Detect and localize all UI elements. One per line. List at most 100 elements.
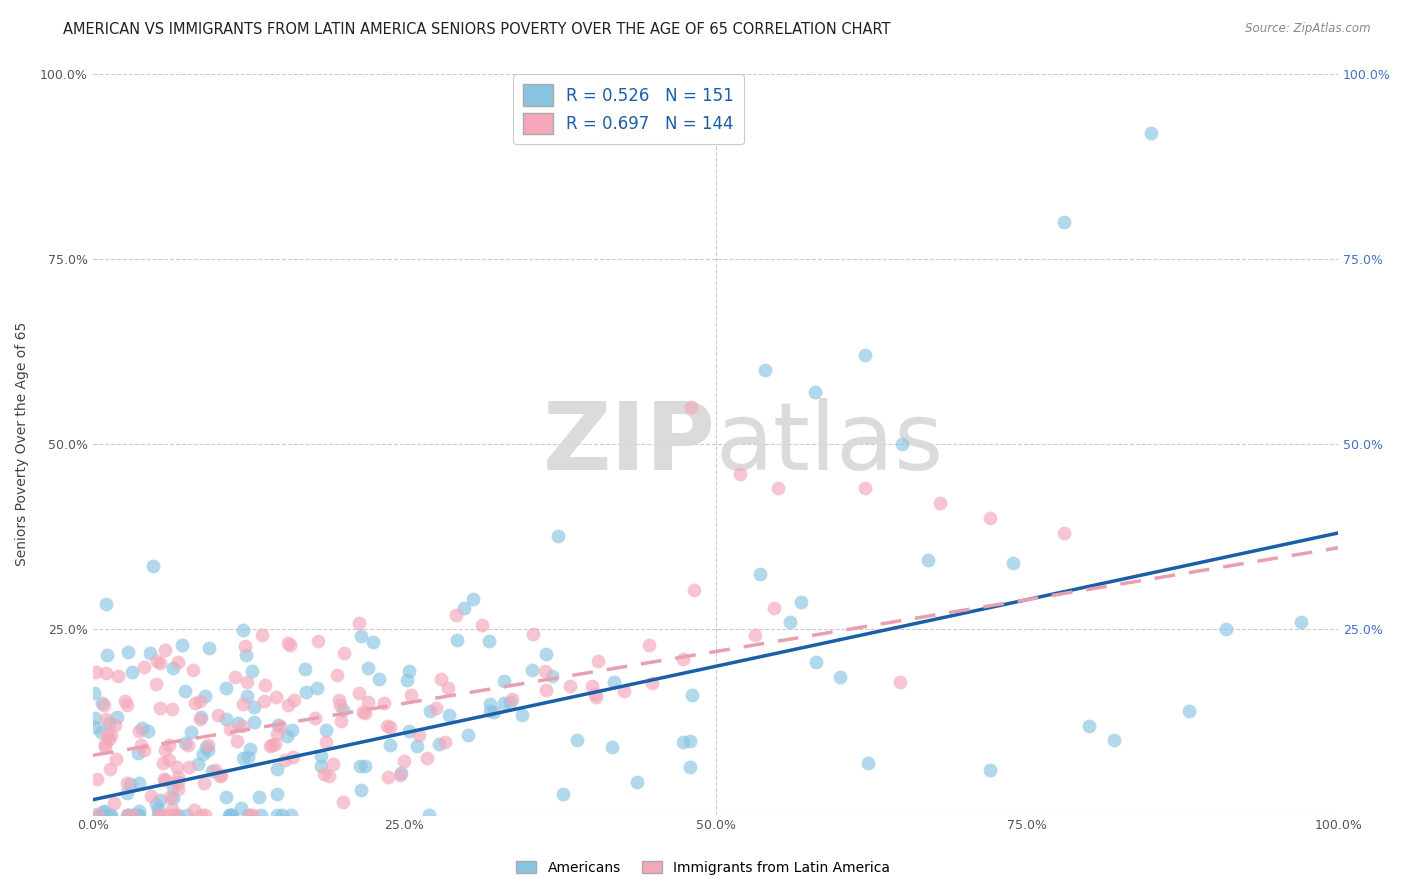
- Point: [153, 807, 176, 822]
- Point: [83, 711, 105, 725]
- Point: [679, 733, 702, 747]
- Point: [361, 635, 384, 649]
- Point: [1053, 215, 1076, 229]
- Point: [357, 695, 380, 709]
- Point: [536, 682, 558, 697]
- Point: [478, 634, 501, 648]
- Point: [91, 805, 114, 820]
- Point: [127, 746, 149, 760]
- Point: [492, 696, 515, 710]
- Point: [672, 735, 695, 749]
- Point: [388, 768, 411, 782]
- Point: [105, 710, 128, 724]
- Point: [253, 693, 276, 707]
- Point: [96, 727, 118, 741]
- Point: [121, 665, 143, 679]
- Point: [378, 738, 401, 752]
- Point: [613, 683, 636, 698]
- Point: [146, 654, 169, 668]
- Point: [153, 772, 176, 786]
- Point: [430, 672, 453, 686]
- Point: [117, 645, 139, 659]
- Point: [177, 738, 200, 752]
- Point: [681, 688, 703, 702]
- Point: [157, 738, 180, 752]
- Point: [94, 739, 117, 754]
- Point: [427, 737, 450, 751]
- Point: [547, 529, 569, 543]
- Point: [375, 719, 398, 733]
- Point: [197, 742, 219, 756]
- Point: [510, 708, 533, 723]
- Point: [215, 712, 238, 726]
- Point: [264, 738, 287, 752]
- Point: [193, 775, 215, 789]
- Point: [160, 802, 183, 816]
- Point: [173, 736, 195, 750]
- Point: [191, 747, 214, 761]
- Point: [315, 735, 337, 749]
- Point: [401, 688, 423, 702]
- Point: [145, 797, 167, 811]
- Point: [322, 757, 344, 772]
- Point: [638, 638, 661, 652]
- Point: [560, 679, 582, 693]
- Point: [534, 664, 557, 678]
- Point: [98, 732, 121, 747]
- Point: [240, 665, 263, 679]
- Point: [221, 807, 243, 822]
- Point: [167, 774, 190, 789]
- Point: [115, 786, 138, 800]
- Point: [145, 677, 167, 691]
- Point: [183, 803, 205, 817]
- Point: [744, 628, 766, 642]
- Point: [408, 728, 430, 742]
- Point: [149, 701, 172, 715]
- Point: [311, 759, 333, 773]
- Point: [232, 697, 254, 711]
- Point: [329, 714, 352, 728]
- Point: [128, 807, 150, 822]
- Point: [471, 617, 494, 632]
- Point: [1102, 733, 1125, 747]
- Point: [396, 673, 419, 687]
- Point: [167, 655, 190, 669]
- Point: [93, 804, 115, 818]
- Point: [194, 807, 217, 822]
- Point: [305, 681, 328, 695]
- Point: [190, 807, 212, 822]
- Point: [128, 776, 150, 790]
- Point: [98, 763, 121, 777]
- Point: [304, 710, 326, 724]
- Point: [478, 704, 501, 718]
- Point: [779, 615, 801, 629]
- Point: [979, 511, 1001, 525]
- Point: [484, 705, 506, 719]
- Point: [197, 738, 219, 752]
- Point: [115, 698, 138, 713]
- Point: [152, 756, 174, 770]
- Point: [103, 796, 125, 810]
- Point: [437, 681, 460, 695]
- Point: [129, 738, 152, 752]
- Point: [122, 807, 145, 822]
- Point: [457, 728, 479, 742]
- Point: [226, 715, 249, 730]
- Point: [280, 638, 302, 652]
- Point: [132, 743, 155, 757]
- Point: [242, 807, 264, 822]
- Point: [373, 696, 395, 710]
- Point: [679, 760, 702, 774]
- Point: [534, 647, 557, 661]
- Point: [522, 627, 544, 641]
- Point: [236, 674, 259, 689]
- Point: [585, 687, 607, 701]
- Point: [294, 662, 316, 676]
- Point: [114, 694, 136, 708]
- Point: [501, 692, 523, 706]
- Point: [105, 752, 128, 766]
- Point: [928, 496, 950, 510]
- Point: [1002, 556, 1025, 570]
- Point: [165, 807, 187, 822]
- Point: [499, 695, 522, 709]
